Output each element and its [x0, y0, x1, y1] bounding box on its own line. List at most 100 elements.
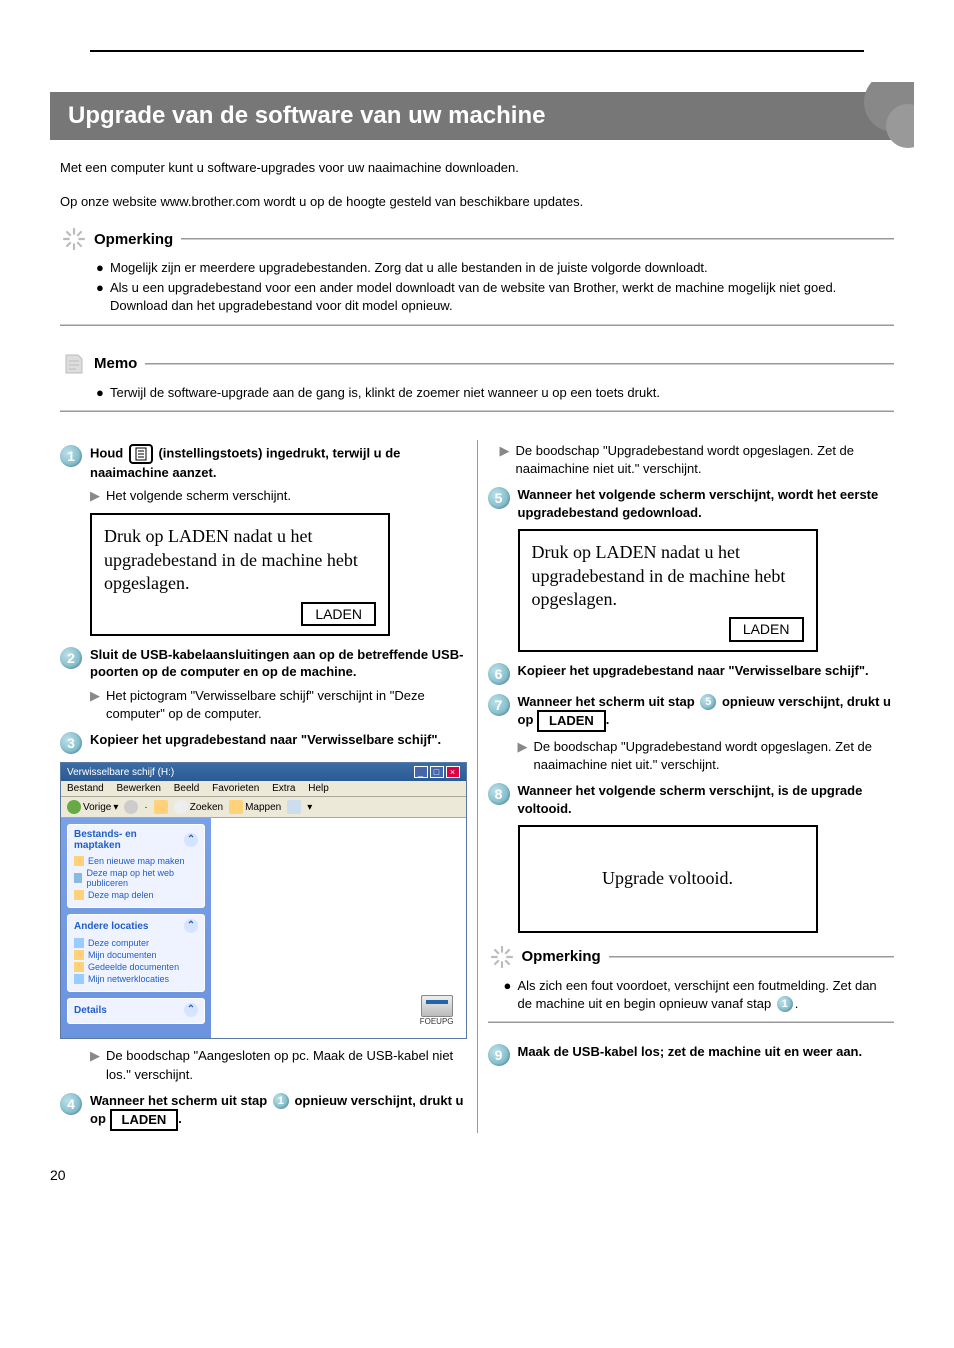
callout-rule — [60, 410, 894, 412]
lcd-text: Druk op LADEN nadat u het upgradebestand… — [104, 525, 376, 595]
panel1-item: Deze map delen — [88, 890, 154, 900]
step-badge-5: 5 — [488, 487, 510, 509]
step4-sub: De boodschap "Upgradebestand wordt opges… — [516, 442, 895, 478]
title-decoration — [844, 82, 914, 152]
folders-label: Mappen — [245, 802, 281, 813]
intro-line-1: Met een computer kunt u software-upgrade… — [60, 158, 894, 178]
memo-bullet1: Terwijl de software-upgrade aan de gang … — [110, 384, 660, 402]
details-panel: Details ⌃ — [67, 998, 205, 1024]
panel1-item: Een nieuwe map maken — [88, 856, 185, 866]
step8-text: Wanneer het volgende scherm verschijnt, … — [518, 782, 895, 817]
step3-sub: De boodschap "Aangesloten op pc. Maak de… — [106, 1047, 467, 1083]
period: . — [606, 712, 610, 727]
maximize-icon: □ — [430, 766, 444, 778]
minimize-icon: _ — [414, 766, 428, 778]
step-badge-7: 7 — [488, 694, 510, 716]
period: . — [795, 996, 799, 1011]
views-icon — [287, 800, 301, 814]
page-title-bar: Upgrade van de software van uw machine — [50, 92, 904, 140]
search-label: Zoeken — [190, 802, 223, 813]
note-callout-1: Opmerking ●Mogelijk zijn er meerdere upg… — [60, 225, 894, 336]
settings-key-icon — [129, 444, 153, 464]
chevron-icon: ⌃ — [184, 833, 198, 847]
panel3-title: Details — [74, 1005, 107, 1016]
step7-sub: De boodschap "Upgradebestand wordt opges… — [534, 738, 895, 774]
lcd-text: Druk op LADEN nadat u het upgradebestand… — [532, 541, 804, 611]
step7-pre: Wanneer het scherm uit stap — [518, 694, 699, 709]
panel2-item: Deze computer — [88, 938, 149, 948]
search-button: Zoeken — [174, 800, 223, 814]
lcd-done-text: Upgrade voltooid. — [530, 867, 806, 890]
bullet-icon: ● — [96, 259, 110, 277]
step5-text: Wanneer het volgende scherm verschijnt, … — [518, 486, 895, 521]
panel1-item: Deze map op het web publiceren — [86, 868, 198, 888]
triangle-icon: ▶ — [518, 738, 528, 774]
step7-text: Wanneer het scherm uit stap 5 opnieuw ve… — [518, 693, 895, 732]
step6-text: Kopieer het upgradebestand naar "Verwiss… — [518, 662, 869, 685]
tasks-panel: Bestands- en maptaken⌃ Een nieuwe map ma… — [67, 824, 205, 908]
callout-rule — [488, 1021, 895, 1023]
lcd-screen-2: Druk op LADEN nadat u het upgradebestand… — [518, 529, 818, 651]
triangle-icon: ▶ — [90, 487, 100, 505]
note2-bullet1: Als zich een fout voordoet, verschijnt e… — [518, 977, 895, 1013]
close-icon: × — [446, 766, 460, 778]
drive-label: FOEUPG — [420, 1017, 454, 1026]
bullet-icon: ● — [504, 977, 518, 1013]
panel1-title: Bestands- en maptaken — [74, 829, 184, 851]
chevron-icon: ⌃ — [184, 919, 198, 933]
laden-button: LADEN — [301, 602, 376, 626]
laden-inline-button: LADEN — [537, 710, 606, 732]
step1-pre: Houd — [90, 445, 127, 460]
list-item: Deze computer — [74, 937, 198, 949]
menu-item: Beeld — [174, 783, 200, 794]
menu-item: Bewerken — [116, 783, 160, 794]
step-badge-1: 1 — [60, 445, 82, 467]
menu-item: Favorieten — [212, 783, 259, 794]
step3-text: Kopieer het upgradebestand naar "Verwiss… — [90, 731, 441, 754]
panel2-title: Andere locaties — [74, 921, 148, 932]
triangle-icon: ▶ — [90, 1047, 100, 1083]
list-item: Mijn documenten — [74, 949, 198, 961]
menu-item: Bestand — [67, 783, 104, 794]
lcd-screen-done: Upgrade voltooid. — [518, 825, 818, 932]
callout-rule — [145, 363, 894, 365]
explorer-menubar: Bestand Bewerken Beeld Favorieten Extra … — [61, 781, 466, 797]
memo-callout: Memo ●Terwijl de software-upgrade aan de… — [60, 350, 894, 422]
back-label: Vorige — [83, 802, 111, 813]
views-caret: ▾ — [307, 802, 312, 813]
step2-text: Sluit de USB-kabelaansluitingen aan op d… — [90, 646, 467, 681]
lcd-screen-1: Druk op LADEN nadat u het upgradebestand… — [90, 513, 390, 635]
folders-button: Mappen — [229, 800, 281, 814]
window-buttons: _□× — [412, 766, 460, 778]
list-item: Deze map op het web publiceren — [74, 867, 198, 889]
note-callout-2: Opmerking ● Als zich een fout voordoet, … — [488, 943, 895, 1033]
note1-bullet2: Als u een upgradebestand voor een ander … — [110, 279, 894, 315]
explorer-window: Verwisselbare schijf (H:) _□× Bestand Be… — [60, 762, 467, 1039]
note-label: Opmerking — [522, 948, 601, 965]
list-item: Mijn netwerklocaties — [74, 973, 198, 985]
step-ref-5: 5 — [700, 694, 716, 710]
drive-icon: FOEUPG — [420, 995, 454, 1026]
explorer-titlebar: Verwisselbare schijf (H:) _□× — [61, 763, 466, 781]
callout-rule — [181, 238, 894, 240]
callout-rule — [60, 324, 894, 326]
memo-icon — [60, 350, 88, 378]
step-ref-1: 1 — [273, 1093, 289, 1109]
explorer-toolbar: Vorige ▾ · Zoeken Mappen ▾ — [61, 797, 466, 818]
note-label: Opmerking — [94, 231, 173, 248]
step4-pre: Wanneer het scherm uit stap — [90, 1093, 271, 1108]
callout-rule — [609, 956, 894, 958]
step-badge-4: 4 — [60, 1093, 82, 1115]
left-column: 1 Houd (instellingstoets) ingedrukt, ter… — [50, 436, 477, 1137]
chevron-icon: ⌃ — [184, 1003, 198, 1017]
triangle-icon: ▶ — [90, 687, 100, 723]
step-badge-6: 6 — [488, 663, 510, 685]
step2-sub: Het pictogram "Verwisselbare schijf" ver… — [106, 687, 467, 723]
bullet-icon: ● — [96, 279, 110, 315]
triangle-icon: ▶ — [500, 442, 510, 478]
up-icon — [154, 800, 168, 814]
menu-item: Extra — [272, 783, 295, 794]
step4-text: Wanneer het scherm uit stap 1 opnieuw ve… — [90, 1092, 467, 1131]
top-rule — [90, 50, 864, 52]
right-column: ▶De boodschap "Upgradebestand wordt opge… — [478, 436, 905, 1137]
